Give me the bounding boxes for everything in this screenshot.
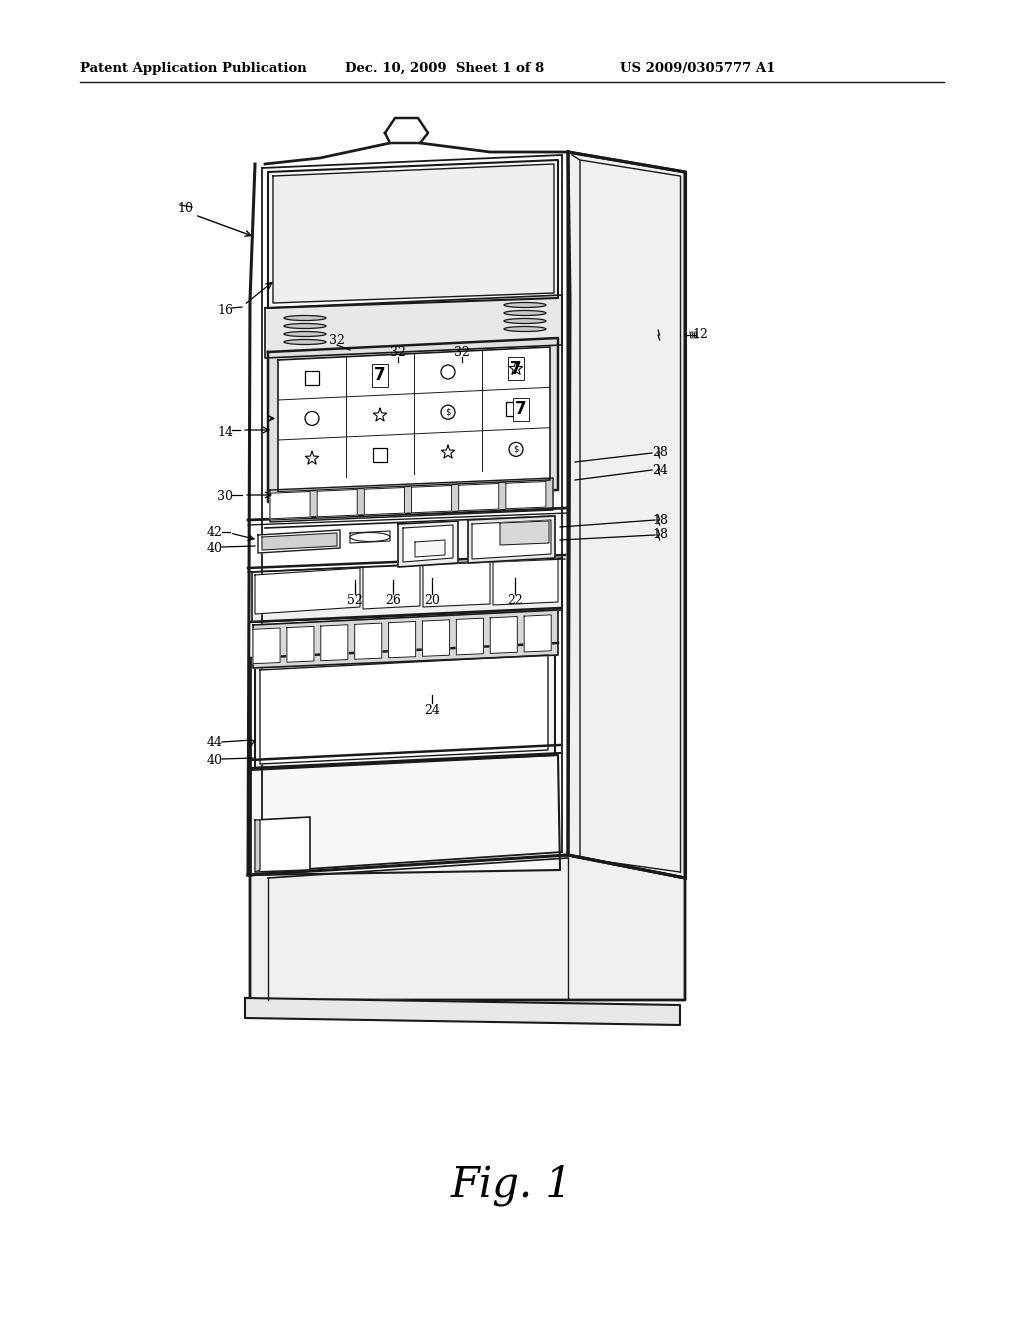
Polygon shape: [305, 451, 318, 465]
Polygon shape: [255, 817, 310, 873]
Polygon shape: [365, 487, 404, 515]
Text: 52: 52: [347, 594, 362, 606]
Polygon shape: [423, 620, 450, 656]
Polygon shape: [362, 564, 420, 609]
Text: 20: 20: [424, 594, 440, 606]
Text: US 2009/0305777 A1: US 2009/0305777 A1: [620, 62, 775, 75]
Ellipse shape: [284, 339, 326, 345]
Text: 7: 7: [510, 360, 522, 378]
Text: 30: 30: [217, 491, 233, 503]
Circle shape: [441, 364, 455, 379]
Text: 16: 16: [217, 304, 233, 317]
Polygon shape: [398, 521, 458, 568]
FancyBboxPatch shape: [305, 371, 319, 385]
Text: 7: 7: [515, 400, 526, 418]
Polygon shape: [506, 482, 546, 508]
Polygon shape: [317, 490, 357, 517]
Text: 28: 28: [652, 446, 668, 459]
Text: 10: 10: [177, 202, 193, 214]
Polygon shape: [415, 540, 445, 557]
Polygon shape: [500, 521, 549, 545]
Polygon shape: [374, 408, 387, 421]
Polygon shape: [412, 486, 452, 512]
Polygon shape: [385, 117, 428, 143]
Polygon shape: [255, 820, 260, 873]
Polygon shape: [403, 525, 453, 562]
Polygon shape: [287, 627, 314, 663]
Text: 40: 40: [207, 541, 223, 554]
Ellipse shape: [504, 318, 546, 323]
FancyBboxPatch shape: [373, 449, 387, 462]
Polygon shape: [250, 855, 685, 1001]
Polygon shape: [468, 516, 555, 564]
Text: 32: 32: [454, 346, 470, 359]
Polygon shape: [388, 622, 416, 657]
Text: 40: 40: [207, 754, 223, 767]
Text: 42: 42: [207, 527, 223, 540]
Text: 44: 44: [207, 737, 223, 750]
Text: 22: 22: [507, 594, 523, 606]
Ellipse shape: [284, 315, 326, 321]
Ellipse shape: [504, 326, 546, 331]
Text: 32: 32: [329, 334, 345, 346]
Polygon shape: [423, 561, 490, 607]
Polygon shape: [441, 445, 455, 458]
Text: 14: 14: [217, 426, 233, 440]
Text: 18: 18: [652, 528, 668, 541]
Polygon shape: [472, 520, 551, 558]
Ellipse shape: [284, 331, 326, 337]
Ellipse shape: [284, 323, 326, 329]
Text: 7: 7: [374, 366, 386, 384]
Ellipse shape: [350, 532, 390, 541]
Polygon shape: [255, 568, 360, 614]
Polygon shape: [509, 362, 522, 375]
Text: 12: 12: [692, 329, 708, 342]
Polygon shape: [490, 616, 517, 653]
Text: $: $: [513, 445, 519, 454]
Polygon shape: [253, 610, 558, 668]
Polygon shape: [245, 998, 680, 1026]
Polygon shape: [270, 491, 310, 519]
Polygon shape: [268, 338, 558, 502]
Polygon shape: [252, 558, 562, 622]
Text: Fig. 1: Fig. 1: [451, 1164, 573, 1206]
Polygon shape: [354, 623, 382, 659]
Polygon shape: [457, 618, 483, 655]
Polygon shape: [250, 755, 560, 875]
Polygon shape: [350, 531, 390, 543]
Polygon shape: [321, 624, 348, 661]
Text: Dec. 10, 2009  Sheet 1 of 8: Dec. 10, 2009 Sheet 1 of 8: [345, 62, 544, 75]
Text: $: $: [445, 408, 451, 417]
Polygon shape: [258, 531, 340, 553]
Text: 26: 26: [385, 594, 401, 606]
Polygon shape: [568, 152, 685, 878]
Text: 24: 24: [652, 463, 668, 477]
Polygon shape: [265, 294, 562, 358]
Polygon shape: [253, 628, 281, 664]
Text: Patent Application Publication: Patent Application Publication: [80, 62, 307, 75]
Text: 24: 24: [424, 704, 440, 717]
Polygon shape: [459, 483, 499, 511]
Polygon shape: [255, 649, 555, 768]
Polygon shape: [260, 655, 548, 764]
Polygon shape: [278, 347, 550, 492]
Polygon shape: [273, 164, 554, 304]
Text: 32: 32: [390, 346, 406, 359]
FancyBboxPatch shape: [506, 403, 520, 416]
Circle shape: [305, 412, 319, 425]
Ellipse shape: [504, 310, 546, 315]
Circle shape: [509, 442, 523, 457]
Polygon shape: [270, 478, 553, 521]
Polygon shape: [524, 615, 551, 652]
Ellipse shape: [504, 302, 546, 308]
Polygon shape: [268, 160, 558, 308]
Circle shape: [441, 405, 455, 420]
Text: 18: 18: [652, 513, 668, 527]
Polygon shape: [262, 533, 337, 550]
Polygon shape: [493, 558, 558, 605]
